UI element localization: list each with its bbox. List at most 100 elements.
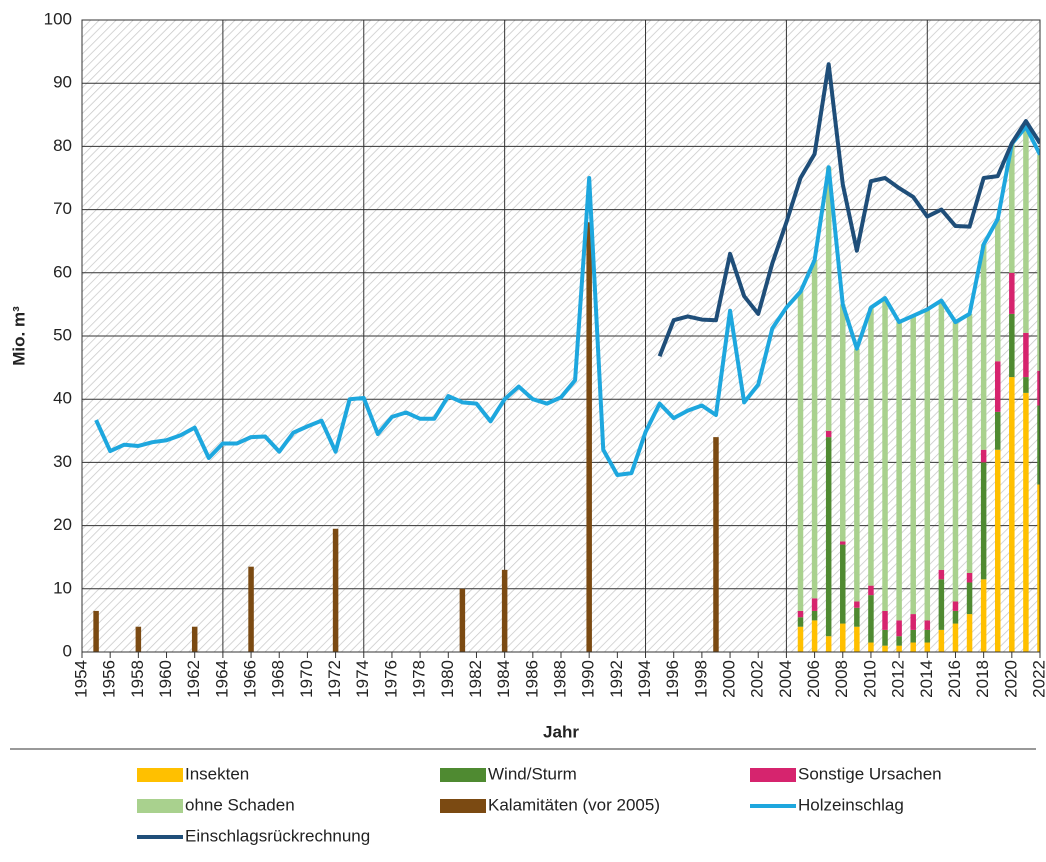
legend-swatch (137, 799, 183, 813)
bar (924, 309, 931, 621)
x-tick-label: 1958 (128, 660, 147, 698)
x-tick-label: 2000 (720, 660, 739, 698)
bar (1009, 313, 1015, 378)
x-tick-label: 2016 (945, 660, 964, 698)
x-tick-label: 1974 (353, 660, 372, 698)
bar (811, 620, 818, 652)
y-tick-label: 90 (53, 73, 72, 92)
y-tick-label: 40 (53, 389, 72, 408)
bar (980, 579, 987, 652)
bar (248, 566, 254, 652)
bar (952, 322, 959, 602)
y-tick-label: 80 (53, 136, 72, 155)
line (657, 62, 1040, 357)
bar (980, 244, 987, 450)
y-tick-label: 100 (44, 9, 72, 28)
bar (459, 588, 466, 652)
bar (854, 601, 860, 608)
legend-swatch (440, 799, 486, 813)
bar (980, 462, 987, 580)
y-tick-label: 10 (53, 578, 72, 597)
bar (811, 598, 818, 611)
y-tick-label: 60 (53, 262, 72, 281)
bar (924, 620, 931, 630)
bar (910, 614, 916, 630)
x-tick-label: 2010 (860, 660, 879, 698)
bar (840, 544, 846, 624)
x-tick-label: 1980 (438, 660, 457, 698)
x-axis-label: Jahr (543, 722, 579, 741)
bar (938, 300, 945, 570)
x-tick-label: 1984 (494, 660, 513, 698)
x-tick-label: 1968 (269, 660, 288, 698)
bar (994, 219, 1001, 362)
legend: Insekten Wind/Sturm Sonstige Ursachen ohne … (137, 764, 942, 845)
bar (966, 582, 973, 615)
y-axis-label: Mio. m³ (9, 306, 28, 366)
bar (868, 307, 874, 586)
x-tick-label: 1994 (635, 660, 654, 698)
x-tick-label: 1964 (212, 660, 231, 698)
bar (882, 629, 888, 646)
x-tick-label: 1962 (184, 660, 203, 698)
bar (896, 620, 902, 637)
bar (840, 541, 846, 545)
x-tick-label: 2020 (1001, 660, 1020, 698)
bar (1009, 377, 1015, 652)
bar (797, 617, 804, 627)
line (94, 124, 1040, 478)
bar (713, 437, 719, 652)
bar (854, 626, 860, 652)
bar (924, 629, 931, 643)
bar (797, 291, 804, 611)
bar (797, 610, 804, 618)
bar (966, 573, 973, 583)
x-tick-label: 1970 (297, 660, 316, 698)
legend-label: Einschlagsrückrechnung (185, 826, 370, 845)
bar (1009, 143, 1015, 273)
x-tick-label: 1972 (325, 660, 344, 698)
legend-label: Wind/Sturm (488, 764, 577, 783)
bar (896, 322, 902, 621)
bar (896, 636, 902, 646)
x-tick-label: 1992 (607, 660, 626, 698)
x-tick-label: 2012 (889, 660, 908, 698)
bar (994, 361, 1001, 412)
bar (966, 313, 973, 573)
x-tick-label: 1986 (522, 660, 541, 698)
bar (825, 430, 832, 438)
bar (854, 607, 860, 627)
legend-label: Kalamitäten (vor 2005) (488, 795, 660, 814)
legend-label: ohne Schaden (185, 795, 295, 814)
legend-swatch (137, 768, 183, 782)
bar (501, 569, 508, 652)
y-tick-label: 50 (53, 325, 72, 344)
bar (882, 610, 888, 630)
x-tick-label: 1978 (410, 660, 429, 698)
legend-swatch (750, 768, 796, 782)
x-tick-label: 2022 (1029, 660, 1046, 698)
x-tick-label: 2002 (748, 660, 767, 698)
bar (1009, 272, 1015, 314)
bar (994, 449, 1001, 652)
bar (910, 315, 916, 615)
bar (952, 623, 959, 652)
x-tick-label: 1976 (381, 660, 400, 698)
bar (924, 642, 931, 652)
bar (811, 610, 818, 621)
bar (994, 411, 1001, 450)
x-tick-label: 1966 (241, 660, 260, 698)
x-tick-label: 2004 (776, 660, 795, 698)
x-tick-label: 1954 (71, 660, 90, 698)
bar (332, 528, 339, 652)
x-tick-label: 1990 (579, 660, 598, 698)
bar (882, 645, 888, 652)
bar (825, 437, 832, 637)
bar (825, 167, 832, 431)
bar (938, 569, 945, 580)
bar (952, 610, 959, 624)
x-tick-label: 1988 (550, 660, 569, 698)
bar (1037, 405, 1040, 485)
x-tick-label: 1960 (156, 660, 175, 698)
